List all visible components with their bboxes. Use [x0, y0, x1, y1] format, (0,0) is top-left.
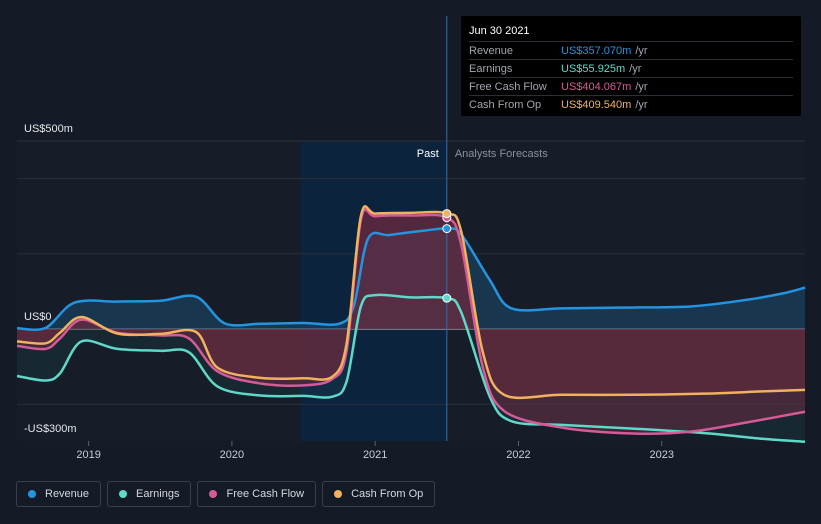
series-lines — [16, 205, 806, 444]
legend-cash-from-op[interactable]: Cash From Op — [322, 481, 436, 507]
tooltip-unit: /yr — [629, 62, 642, 75]
tooltip-value: US$357.070m — [561, 44, 632, 57]
legend-earnings[interactable]: Earnings — [107, 481, 192, 507]
tooltip-row-cfo: Cash From Op US$409.540m /yr — [469, 96, 793, 113]
tooltip-label: Cash From Op — [469, 98, 542, 111]
past-label: Past — [417, 148, 439, 160]
y-label-zero: US$0 — [24, 311, 52, 323]
tooltip-row-revenue: Revenue US$357.070m /yr — [469, 42, 793, 60]
y-label-top: US$500m — [24, 123, 73, 135]
earnings-dot-icon — [119, 490, 128, 498]
line-cash-from-op — [16, 205, 806, 400]
line-earnings — [16, 293, 806, 444]
legend-label: Earnings — [136, 488, 180, 500]
tooltip-value: US$409.540m — [561, 98, 632, 111]
tooltip-row-fcf: Free Cash Flow US$404.067m /yr — [469, 78, 793, 96]
tooltip: Jun 30 2021 Revenue US$357.070m /yr Earn… — [461, 16, 801, 116]
marker-revenue — [442, 224, 452, 234]
x-tick-label: 2022 — [506, 449, 530, 461]
revenue-dot-icon — [28, 490, 36, 498]
area-cash-from-op — [17, 206, 805, 398]
x-tick-label: 2023 — [649, 449, 673, 461]
legend-revenue[interactable]: Revenue — [16, 481, 102, 507]
tooltip-value: US$55.925m — [561, 62, 626, 75]
x-axis-ticks: 2019 2020 2021 2022 2023 — [76, 441, 674, 461]
tooltip-unit: /yr — [635, 98, 648, 111]
tooltip-label: Earnings — [469, 62, 513, 75]
tooltip-unit: /yr — [635, 44, 648, 57]
x-tick-label: 2020 — [220, 449, 244, 461]
legend-label: Cash From Op — [351, 488, 424, 500]
y-label-bottom: -US$300m — [24, 423, 77, 435]
legend-label: Revenue — [45, 488, 90, 500]
tooltip-date: Jun 30 2021 — [469, 22, 793, 42]
legend-label: Free Cash Flow — [226, 488, 305, 500]
legend-free-cash-flow[interactable]: Free Cash Flow — [197, 481, 317, 507]
area-free-cash-flow — [17, 209, 805, 434]
x-tick-label: 2021 — [363, 449, 387, 461]
cfo-dot-icon — [334, 490, 343, 498]
fcf-dot-icon — [209, 490, 218, 498]
tooltip-label: Revenue — [469, 44, 514, 57]
marker-earnings — [442, 293, 452, 303]
legend: Revenue Earnings Free Cash Flow Cash Fro… — [16, 481, 436, 507]
forecast-label: Analysts Forecasts — [455, 148, 548, 160]
marker-cash-from-op — [442, 209, 452, 219]
x-tick-label: 2019 — [76, 449, 100, 461]
tooltip-row-earnings: Earnings US$55.925m /yr — [469, 60, 793, 78]
highlight-markers — [442, 209, 452, 303]
tooltip-unit: /yr — [635, 80, 648, 93]
series-areas — [17, 206, 805, 442]
tooltip-label: Free Cash Flow — [469, 80, 547, 93]
tooltip-value: US$404.067m — [561, 80, 632, 93]
line-revenue — [16, 227, 806, 332]
